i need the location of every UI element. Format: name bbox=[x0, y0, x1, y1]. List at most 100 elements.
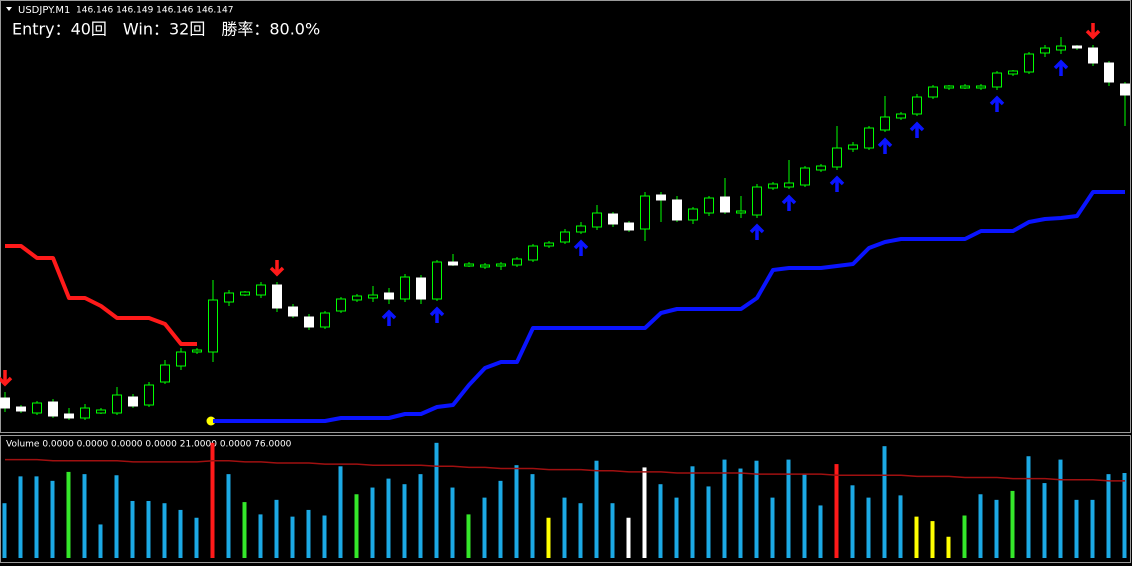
candle-body bbox=[912, 96, 922, 115]
volume-bar bbox=[82, 474, 87, 558]
volume-bar bbox=[914, 516, 919, 558]
candle-body bbox=[336, 298, 346, 312]
candle-body bbox=[32, 402, 42, 414]
volume-bar bbox=[1042, 483, 1047, 558]
volume-bar bbox=[658, 484, 663, 558]
candle-body bbox=[592, 212, 602, 228]
candle-body bbox=[400, 276, 410, 300]
volume-bar bbox=[226, 474, 231, 558]
candle-body bbox=[896, 113, 906, 119]
candle-body bbox=[176, 351, 186, 367]
buy-arrow bbox=[381, 309, 397, 326]
candle-body bbox=[704, 197, 714, 214]
quote: 146.146 146.149 146.146 146.147 bbox=[76, 6, 233, 16]
main-panel-border bbox=[0, 0, 1131, 433]
candle-body bbox=[112, 394, 122, 414]
volume-bar bbox=[50, 480, 55, 558]
candle-body bbox=[720, 196, 730, 213]
candle-body bbox=[688, 208, 698, 221]
menu-triangle[interactable] bbox=[6, 7, 12, 11]
candle-body bbox=[768, 183, 778, 189]
volume-bar bbox=[978, 494, 983, 558]
indicator-line bbox=[5, 244, 197, 346]
volume-bar bbox=[930, 521, 935, 558]
candle-body bbox=[128, 396, 138, 407]
sell-arrow bbox=[269, 260, 285, 277]
volume-bar bbox=[1090, 499, 1095, 558]
buy-arrow bbox=[1053, 59, 1069, 76]
candle-body bbox=[96, 409, 106, 414]
volume-bar bbox=[866, 497, 871, 558]
volume-bar bbox=[210, 442, 215, 558]
candle-body bbox=[464, 263, 474, 267]
volume-bar bbox=[242, 502, 247, 558]
candle-body bbox=[320, 312, 330, 328]
volume-bar bbox=[162, 503, 167, 558]
candle-body bbox=[928, 86, 938, 98]
candle-body bbox=[960, 85, 970, 89]
candle-body bbox=[64, 413, 74, 419]
volume-bar bbox=[498, 480, 503, 558]
volume-bar bbox=[834, 464, 839, 558]
candle-body bbox=[432, 261, 442, 300]
candle-body bbox=[816, 165, 826, 171]
volume-bar bbox=[802, 474, 807, 558]
candle-body bbox=[1088, 47, 1098, 64]
volume-bar bbox=[450, 487, 455, 558]
volume-bar bbox=[514, 465, 519, 558]
volume-bar bbox=[946, 536, 951, 558]
line-start-dot bbox=[206, 416, 216, 426]
candle-body bbox=[976, 85, 986, 89]
volume-bar bbox=[882, 446, 887, 558]
volume-bar bbox=[418, 474, 423, 558]
candle-body bbox=[512, 258, 522, 266]
candle-body bbox=[48, 401, 58, 417]
candle-body bbox=[944, 85, 954, 89]
buy-arrow bbox=[909, 121, 925, 138]
volume-bar bbox=[178, 509, 183, 558]
volume-bar bbox=[130, 500, 135, 558]
candle-body bbox=[992, 72, 1002, 88]
volume-bar bbox=[258, 514, 263, 558]
candle-body bbox=[800, 167, 810, 186]
buy-arrow bbox=[877, 137, 893, 154]
candle-body bbox=[288, 306, 298, 317]
candle-body bbox=[608, 213, 618, 225]
volume-bar bbox=[402, 484, 407, 558]
volume-bar bbox=[754, 460, 759, 558]
candle-body bbox=[864, 127, 874, 149]
volume-bar bbox=[1010, 490, 1015, 558]
volume-bar bbox=[898, 495, 903, 558]
volume-bar bbox=[994, 499, 999, 558]
volume-bar bbox=[98, 524, 103, 558]
volume-bar bbox=[146, 500, 151, 558]
candle-body bbox=[832, 147, 842, 168]
symbol: USDJPY.M1 bbox=[18, 5, 70, 16]
candle-body bbox=[544, 242, 554, 247]
candle-body bbox=[352, 295, 362, 301]
volume-bar bbox=[546, 517, 551, 558]
candle-body bbox=[384, 292, 394, 300]
volume-bar bbox=[386, 478, 391, 558]
candle-body bbox=[560, 231, 570, 243]
volume-bar bbox=[818, 505, 823, 558]
buy-arrow bbox=[989, 95, 1005, 112]
volume-bar bbox=[1026, 456, 1031, 558]
candle-body bbox=[1056, 45, 1066, 51]
volume-bar bbox=[466, 514, 471, 558]
candle-body bbox=[160, 364, 170, 383]
candle-body bbox=[240, 291, 250, 296]
sell-arrow bbox=[0, 370, 13, 387]
volume-bar bbox=[274, 499, 279, 558]
candle-body bbox=[672, 199, 682, 221]
volume-bar bbox=[594, 460, 599, 558]
candle-body bbox=[752, 186, 762, 216]
candle-body bbox=[480, 264, 490, 268]
volume-bar bbox=[770, 497, 775, 558]
candle-body bbox=[16, 406, 26, 412]
buy-arrow bbox=[749, 223, 765, 240]
candle-body bbox=[1120, 83, 1130, 96]
candle-body bbox=[656, 194, 666, 201]
volume-bar bbox=[290, 516, 295, 558]
